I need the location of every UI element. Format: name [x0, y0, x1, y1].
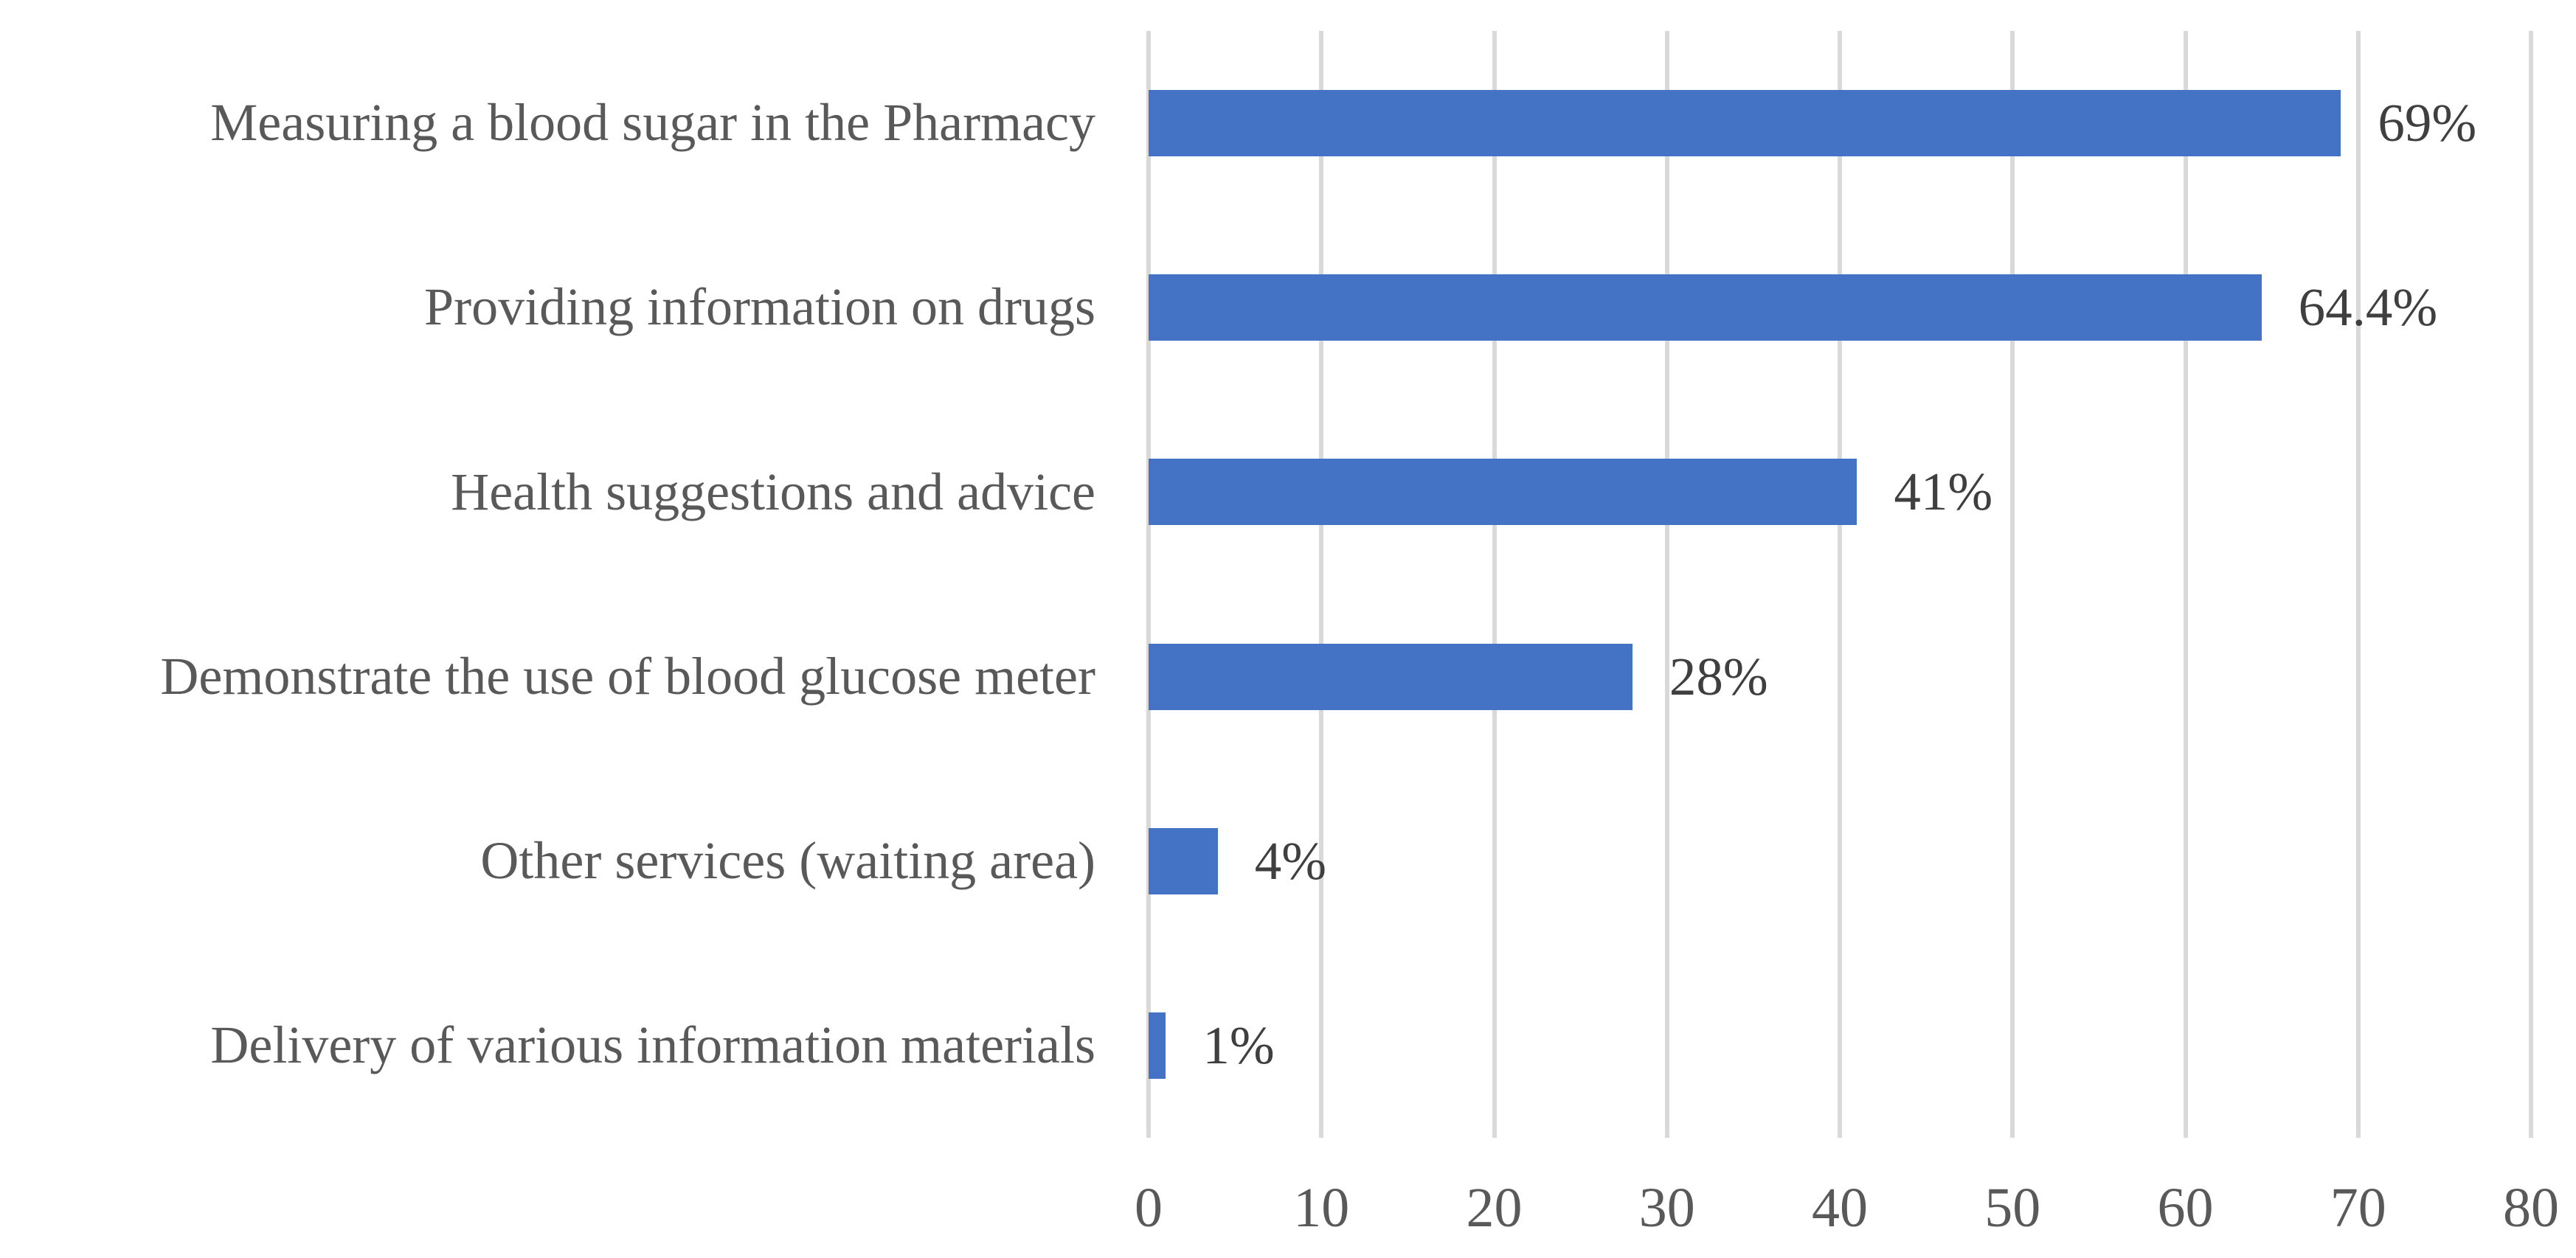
- x-tick-label: 20: [1466, 1177, 1523, 1239]
- x-tick-label: 10: [1293, 1177, 1350, 1239]
- value-label: 28%: [1669, 646, 1768, 706]
- value-label: 69%: [2378, 93, 2477, 153]
- category-label: Health suggestions and advice: [451, 462, 1095, 521]
- category-label: Measuring a blood sugar in the Pharmacy: [210, 93, 1095, 153]
- bar: [1149, 1012, 1166, 1079]
- value-label: 64.4%: [2298, 277, 2438, 338]
- category-label: Delivery of various information material…: [210, 1015, 1095, 1075]
- chart-row: Measuring a blood sugar in the Pharmacy …: [0, 31, 2576, 215]
- gridline: [1664, 31, 1669, 1138]
- x-tick-label: 80: [2503, 1177, 2559, 1239]
- x-tick-label: 0: [1135, 1177, 1163, 1239]
- gridline: [2529, 31, 2533, 1138]
- category-label: Other services (waiting area): [480, 830, 1095, 890]
- gridline: [1319, 31, 1324, 1138]
- x-tick-label: 60: [2157, 1177, 2214, 1239]
- gridline: [2010, 31, 2015, 1138]
- bar: [1149, 827, 1218, 894]
- x-tick-label: 30: [1638, 1177, 1695, 1239]
- gridline: [2355, 31, 2361, 1138]
- value-label: 1%: [1202, 1015, 1275, 1075]
- chart-row: Providing information on drugs 64.4%: [0, 215, 2576, 400]
- bar: [1149, 274, 2262, 341]
- value-label: 41%: [1894, 462, 1993, 522]
- x-tick-label: 70: [2330, 1177, 2386, 1239]
- chart-row: Health suggestions and advice 41%: [0, 400, 2576, 584]
- bar-rows: Measuring a blood sugar in the Pharmacy …: [0, 31, 2576, 1138]
- gridline: [2183, 31, 2188, 1138]
- value-label: 4%: [1254, 830, 1326, 891]
- chart-row: Other services (waiting area) 4%: [0, 769, 2576, 953]
- gridline: [1492, 31, 1497, 1138]
- x-axis: 0 10 20 30 40 50 60 70 80: [1135, 1170, 2559, 1251]
- category-label: Demonstrate the use of blood glucose met…: [160, 646, 1095, 706]
- x-tick-label: 50: [1984, 1177, 2041, 1239]
- x-tick-label: 40: [1812, 1177, 1868, 1239]
- y-axis-line: [1146, 31, 1151, 1138]
- chart-row: Delivery of various information material…: [0, 953, 2576, 1138]
- bar: [1149, 459, 1857, 526]
- gridline: [1838, 31, 1842, 1138]
- chart-row: Demonstrate the use of blood glucose met…: [0, 585, 2576, 769]
- bar: [1149, 643, 1632, 710]
- category-label: Providing information on drugs: [424, 277, 1095, 337]
- plot-area: [1146, 31, 2533, 1138]
- bar: [1149, 90, 2341, 157]
